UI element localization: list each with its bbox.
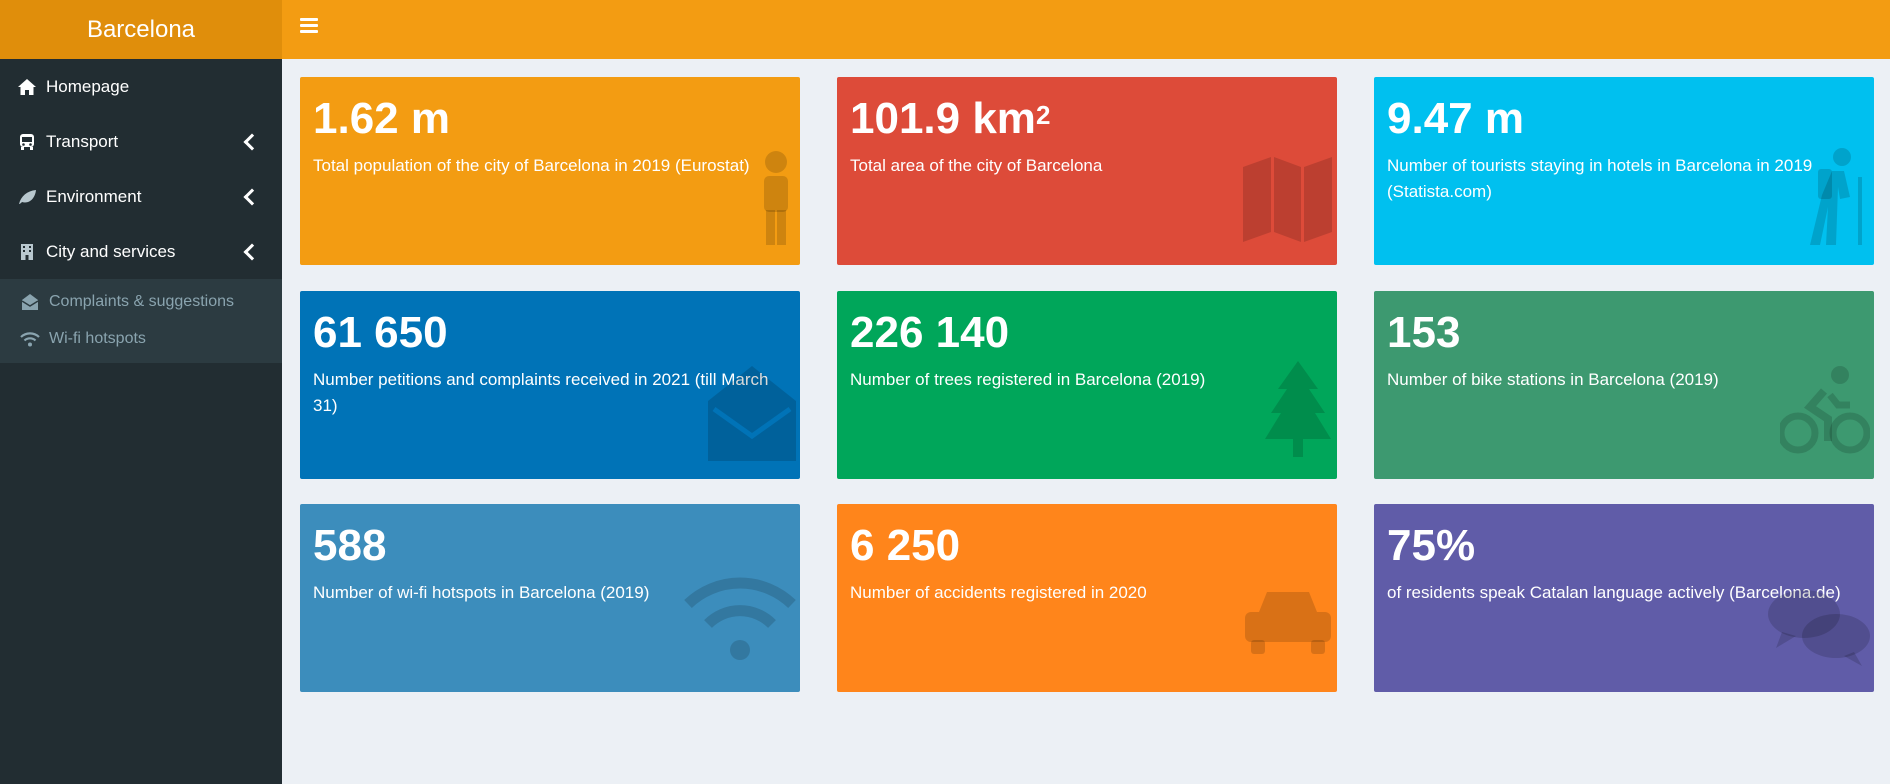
submenu-item-wifi[interactable]: Wi-fi hotspots bbox=[0, 320, 282, 357]
value-box-value: 101.9 km2 bbox=[850, 94, 1051, 143]
submenu-item-label: Wi-fi hotspots bbox=[49, 329, 146, 347]
submenu-item-complaints[interactable]: Complaints & suggestions bbox=[0, 283, 282, 320]
value-box-wifi: 588 Number of wi-fi hotspots in Barcelon… bbox=[300, 504, 800, 692]
building-icon bbox=[16, 242, 38, 262]
value-box-description: Total area of the city of Barcelona bbox=[850, 156, 1103, 175]
bus-icon bbox=[16, 132, 38, 152]
value-box-catalan: 75% of residents speak Catalan language … bbox=[1374, 504, 1874, 692]
value-box-value: 9.47 m bbox=[1387, 94, 1524, 143]
city-services-submenu: Complaints & suggestions Wi-fi hotspots bbox=[0, 279, 282, 363]
value-box-description: Number of bike stations in Barcelona (20… bbox=[1387, 370, 1719, 389]
submenu-item-label: Complaints & suggestions bbox=[49, 292, 234, 310]
value-box-description: of residents speak Catalan language acti… bbox=[1387, 583, 1841, 602]
leaf-icon bbox=[16, 187, 38, 207]
hiking-icon bbox=[1810, 148, 1862, 245]
envelope-open-icon bbox=[20, 293, 40, 311]
car-icon bbox=[1245, 592, 1331, 654]
value-box-description: Number of wi-fi hotspots in Barcelona (2… bbox=[313, 583, 650, 602]
bicycle-icon bbox=[1780, 366, 1870, 454]
sidebar-item-environment[interactable]: Environment bbox=[0, 169, 282, 224]
wifi-icon bbox=[684, 577, 796, 660]
sidebar-item-label: Environment bbox=[46, 186, 142, 206]
wifi-icon bbox=[20, 330, 40, 348]
sidebar: Homepage Transport Environment City and … bbox=[0, 59, 282, 784]
comments-icon bbox=[1768, 590, 1870, 666]
value-box-accidents: 6 250 Number of accidents registered in … bbox=[837, 504, 1337, 692]
sidebar-item-homepage[interactable]: Homepage bbox=[0, 59, 282, 114]
sidebar-item-label: Transport bbox=[46, 131, 119, 151]
sidebar-item-label: Homepage bbox=[46, 76, 130, 96]
envelope-open-icon bbox=[708, 366, 796, 461]
sidebar-item-city-services[interactable]: City and services bbox=[0, 224, 282, 279]
value-box-description: Number of tourists staying in hotels in … bbox=[1387, 156, 1813, 201]
person-icon bbox=[764, 151, 788, 245]
sidebar-item-transport[interactable]: Transport bbox=[0, 114, 282, 169]
home-icon bbox=[16, 77, 38, 97]
sidebar-item-label: City and services bbox=[46, 241, 176, 261]
value-box-value: 61 650 bbox=[313, 308, 448, 357]
brand-title: Barcelona bbox=[86, 15, 196, 43]
value-box-trees: 226 140 Number of trees registered in Ba… bbox=[837, 291, 1337, 479]
value-box-description: Number of accidents registered in 2020 bbox=[850, 583, 1147, 602]
value-box-complaints: 61 650 Number petitions and complaints r… bbox=[300, 291, 800, 479]
value-box-value: 153 bbox=[1387, 308, 1461, 357]
value-box-description: Number petitions and complaints received… bbox=[313, 370, 769, 415]
value-box-bike-stations: 153 Number of bike stations in Barcelona… bbox=[1374, 291, 1874, 479]
value-box-tourists: 9.47 m Number of tourists staying in hot… bbox=[1374, 77, 1874, 265]
value-box-area: 101.9 km2 Total area of the city of Barc… bbox=[837, 77, 1337, 265]
value-box-description: Total population of the city of Barcelon… bbox=[313, 156, 750, 175]
value-box-description: Number of trees registered in Barcelona … bbox=[850, 370, 1206, 389]
top-navbar bbox=[282, 0, 1890, 59]
value-box-value: 6 250 bbox=[850, 521, 961, 570]
value-box-population: 1.62 m Total population of the city of B… bbox=[300, 77, 800, 265]
chevron-left-icon bbox=[243, 188, 261, 205]
brand-logo[interactable]: Barcelona bbox=[0, 0, 282, 59]
map-icon bbox=[1243, 157, 1332, 242]
value-box-value: 588 bbox=[313, 521, 387, 570]
value-box-value: 1.62 m bbox=[313, 94, 450, 143]
sidebar-toggle-icon[interactable] bbox=[300, 18, 318, 34]
tree-icon bbox=[1265, 361, 1331, 457]
value-box-value: 226 140 bbox=[850, 308, 1010, 357]
value-box-value: 75% bbox=[1387, 521, 1476, 570]
chevron-left-icon bbox=[243, 243, 261, 260]
chevron-left-icon bbox=[243, 133, 261, 150]
